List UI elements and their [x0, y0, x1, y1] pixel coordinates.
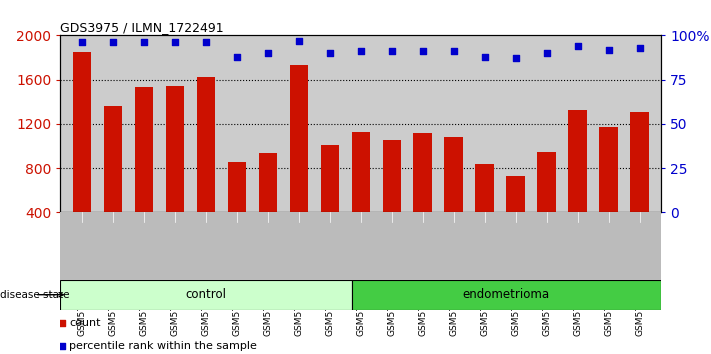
Bar [538, 152, 556, 257]
Bar [289, 65, 308, 257]
Bar [73, 52, 92, 257]
Point [572, 43, 583, 49]
Text: control: control [186, 288, 227, 301]
Bar [104, 106, 122, 257]
Text: disease state: disease state [0, 290, 70, 300]
Bar [444, 137, 463, 257]
Point [356, 48, 367, 54]
Bar [414, 133, 432, 257]
Point [386, 48, 397, 54]
Bar [197, 78, 215, 257]
Bar [321, 145, 339, 257]
Bar [568, 109, 587, 257]
Text: GDS3975 / ILMN_1722491: GDS3975 / ILMN_1722491 [60, 21, 224, 34]
Point [139, 40, 150, 45]
Point [479, 54, 491, 59]
Bar [351, 280, 661, 310]
Bar [351, 132, 370, 257]
Text: count: count [70, 318, 101, 328]
Point [252, 238, 263, 244]
Bar [259, 153, 277, 257]
Point [417, 48, 429, 54]
Bar [383, 141, 401, 257]
Text: percentile rank within the sample: percentile rank within the sample [70, 341, 257, 351]
Point [603, 47, 614, 52]
Bar [506, 176, 525, 257]
Bar [228, 161, 246, 257]
Bar [60, 280, 351, 310]
Bar [599, 127, 618, 257]
Point [231, 54, 242, 59]
Point [293, 38, 304, 44]
Point [107, 40, 119, 45]
Point [510, 56, 521, 61]
Point [201, 40, 212, 45]
Point [262, 50, 274, 56]
Point [169, 40, 181, 45]
Point [541, 50, 552, 56]
Point [324, 50, 336, 56]
Point [448, 48, 459, 54]
Bar [135, 87, 154, 257]
Text: endometrioma: endometrioma [463, 288, 550, 301]
Point [252, 29, 263, 34]
Bar [166, 86, 184, 257]
Bar [630, 112, 649, 257]
Bar [476, 164, 494, 257]
Point [634, 45, 646, 51]
Point [76, 40, 87, 45]
